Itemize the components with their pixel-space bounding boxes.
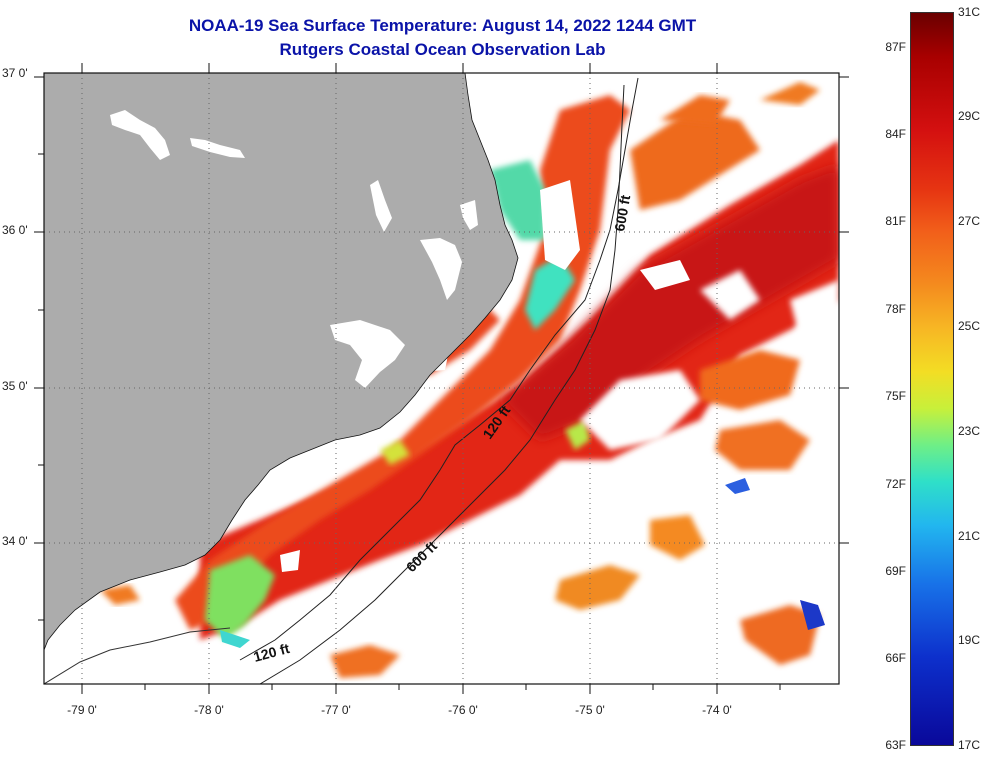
frame-ticks: [34, 63, 849, 694]
lon-label-78: -78 0': [194, 703, 224, 717]
colorbar-f-66: 66F: [885, 651, 906, 665]
colorbar-c-19: 19C: [958, 633, 981, 647]
colorbar-f-84: 84F: [885, 127, 906, 141]
temperature-colorbar: [910, 12, 954, 746]
colorbar-f-78: 78F: [885, 302, 906, 316]
contour-label-600-north: 600 ft: [611, 193, 633, 232]
colorbar-f-87: 87F: [885, 40, 906, 54]
lon-label-75: -75 0': [575, 703, 605, 717]
colorbar-c-25: 25C: [958, 319, 981, 333]
colorbar-c-27: 27C: [958, 214, 981, 228]
colorbar-c-17: 17C: [958, 738, 981, 752]
colorbar-f-69: 69F: [885, 564, 906, 578]
colorbar-c-23: 23C: [958, 424, 981, 438]
colorbar-c-21: 21C: [958, 529, 981, 543]
colorbar-c-29: 29C: [958, 109, 981, 123]
land-mass: [44, 73, 519, 651]
colorbar-f-72: 72F: [885, 477, 906, 491]
lat-label-36: 36 0': [2, 223, 28, 237]
isobath-120ft: [239, 77, 639, 661]
map-frame: [43, 72, 840, 685]
map-title: NOAA-19 Sea Surface Temperature: August …: [188, 16, 697, 35]
lat-label-35: 35 0': [2, 379, 28, 393]
graticule: [44, 73, 839, 684]
lon-label-76: -76 0': [448, 703, 478, 717]
colorbar-f-81: 81F: [885, 214, 906, 228]
lon-label-79: -79 0': [67, 703, 97, 717]
sst-field: [100, 82, 839, 678]
lon-label-74: -74 0': [702, 703, 732, 717]
colorbar-f-63: 63F: [885, 738, 906, 752]
colorbar-c-31: 31C: [958, 5, 981, 19]
isobath-600ft: [259, 84, 625, 684]
lon-label-77: -77 0': [321, 703, 351, 717]
lat-label-34: 34 0': [2, 534, 28, 548]
lat-label-37: 37 0': [2, 66, 28, 80]
colorbar-f-75: 75F: [885, 389, 906, 403]
estuaries: [110, 110, 478, 388]
map-subtitle: Rutgers Coastal Ocean Observation Lab: [279, 40, 606, 59]
